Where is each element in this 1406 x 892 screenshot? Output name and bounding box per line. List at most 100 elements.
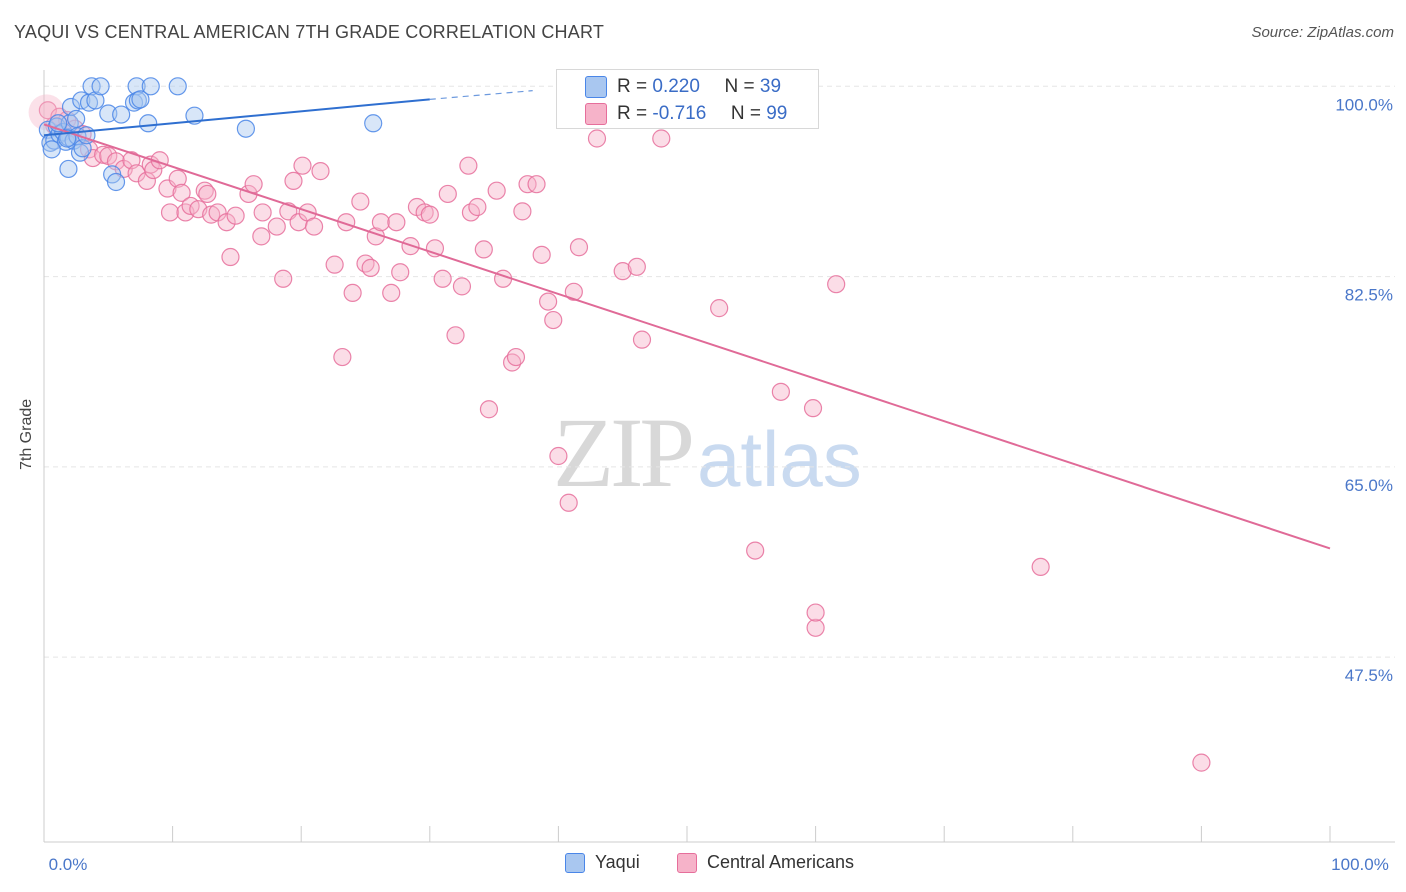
data-point-central-americans [226,206,245,225]
swatch-central-americans [677,852,697,873]
data-point-central-americans [293,156,312,175]
watermark-atlas: atlas [697,415,862,503]
data-point-central-americans [253,203,272,222]
data-point-central-americans [195,181,214,200]
legend-n-value: 39 [759,76,782,97]
data-point-central-americans [452,277,472,296]
legend-swatch-blue [585,76,607,98]
data-point-central-americans [569,238,589,257]
data-point-central-americans [771,382,790,401]
source-label: Source: ZipAtlas.com [1251,24,1394,41]
data-point-yaqui [59,159,78,179]
data-point-central-americans [549,446,568,466]
data-point-central-americans [459,156,478,175]
correlation-legend: R = 0.220 N = 39 R = -0.716 N = 99 [556,69,819,129]
y-tick-label: 100.0% [1335,95,1393,114]
data-point-central-americans [652,129,671,148]
x-tick-label: 0.0% [49,855,88,874]
data-point-central-americans [539,292,558,311]
y-tick-label: 65.0% [1345,476,1393,495]
data-point-central-americans [325,255,344,274]
data-point-central-americans [38,101,57,120]
chart-title: YAQUI VS CENTRAL AMERICAN 7TH GRADE CORR… [14,22,605,42]
data-point-central-americans [160,203,180,222]
data-point-central-americans [274,269,293,288]
y-tick-label: 47.5% [1345,666,1393,685]
data-point-central-americans [438,184,457,204]
data-point-yaqui [141,77,160,96]
data-point-central-americans [144,160,163,180]
data-point-central-americans [172,183,191,202]
data-point-yaqui [364,114,383,133]
data-point-central-americans [382,283,401,303]
y-tick-label: 82.5% [1345,286,1393,305]
legend-label-central-americans: Central Americans [707,852,855,872]
data-point-central-americans [391,263,410,282]
data-point-yaqui [112,105,131,124]
data-point-central-americans [446,326,465,345]
data-point-yaqui [99,104,118,123]
data-point-yaqui [131,90,150,109]
data-point-central-americans [506,347,526,367]
data-point-central-americans [244,175,263,194]
data-point-cluster [28,94,65,131]
data-point-central-americans [487,181,506,200]
data-point-central-americans [806,618,825,637]
data-point-central-americans [468,197,487,217]
data-point-central-americans [632,330,652,349]
data-point-central-americans [559,493,578,512]
data-point-central-americans [371,213,391,232]
data-point-central-americans [168,169,187,188]
watermark-zip: ZIP [553,397,695,508]
data-point-central-americans [746,541,765,560]
data-point-central-americans [544,310,563,330]
data-point-yaqui [42,140,61,159]
data-point-yaqui [168,77,187,96]
axes [43,70,1395,843]
legend-n-label: N = [730,103,761,124]
data-point-central-americans [803,399,823,418]
legend-r-value: 0.220 [652,76,700,97]
legend-text-central-americans: R = -0.716 N = 99 [617,103,787,125]
legend-item-central-americans[interactable]: Central Americans [677,852,854,873]
data-point-yaqui [139,114,158,133]
data-point-central-americans [221,247,240,267]
trend-line-yaqui-extension [429,90,533,100]
data-point-central-americans [479,400,499,419]
data-point-yaqui [67,109,86,129]
x-tick-label: 100.0% [1331,855,1389,874]
data-point-central-americans [564,282,583,301]
tick-labels: 100.0% 82.5% 65.0% 47.5% 0.0% 100.0% [49,95,1393,874]
data-point-central-americans [420,205,439,224]
data-point-central-americans [198,184,217,204]
data-point-central-americans [613,262,632,281]
legend-item-yaqui[interactable]: Yaqui [565,852,640,873]
data-point-central-americans [361,258,380,277]
series-legend: Yaqui Central Americans [0,852,1406,878]
data-point-central-americans [527,175,546,194]
data-point-yaqui [236,119,256,138]
data-point-central-americans [827,275,846,294]
trend-line-central-americans [43,123,1331,550]
legend-r-label: R = [617,76,648,97]
data-point-central-americans [387,213,406,232]
legend-text-yaqui: R = 0.220 N = 39 [617,76,781,98]
data-point-yaqui [61,97,81,117]
legend-label-yaqui: Yaqui [595,852,640,872]
data-point-central-americans [806,603,825,622]
swatch-yaqui [565,852,585,873]
grid-lines [44,85,1395,658]
legend-n-label: N = [724,76,755,97]
data-point-central-americans [433,269,452,288]
data-point-central-americans [474,240,493,259]
data-point-yaqui [91,77,110,96]
data-point-central-americans [513,202,532,221]
data-point-central-americans [351,192,370,211]
data-point-central-americans [217,213,236,232]
yaqui-points [38,77,383,192]
data-point-central-americans [333,347,352,367]
data-point-yaqui [86,91,105,110]
data-point-central-americans [710,299,729,318]
legend-r-label: R = [617,103,648,124]
